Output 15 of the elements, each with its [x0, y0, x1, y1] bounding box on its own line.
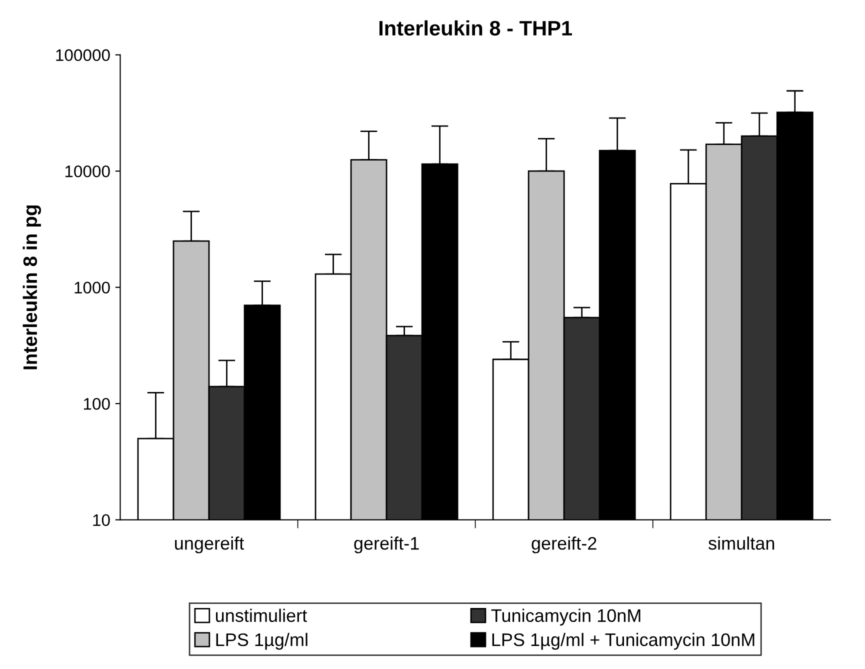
- y-tick-label: 10000: [65, 166, 110, 178]
- y-axis-title: Interleukin 8 in pg: [22, 205, 42, 370]
- y-tick-label: 100: [84, 398, 110, 410]
- legend-label: unstimuliert: [216, 608, 307, 622]
- x-tick-label: simultan: [708, 536, 774, 550]
- x-tick-label: ungereift: [175, 536, 244, 554]
- y-tick-label: 100000: [56, 49, 110, 62]
- x-tick-label: gereift-1: [354, 536, 419, 554]
- chart-title: Interleukin 8 - THP1: [379, 20, 572, 36]
- y-tick-label: 1000: [74, 282, 110, 294]
- y-tick-label: 10: [93, 514, 110, 526]
- x-tick-label: gereift-2: [532, 536, 596, 554]
- legend-label: Tunicamycin 10nM: [491, 608, 640, 626]
- legend-label: LPS 1µg/ml: [216, 632, 308, 650]
- legend-label: LPS 1µg/ml + Tunicamycin 10nM: [492, 632, 754, 650]
